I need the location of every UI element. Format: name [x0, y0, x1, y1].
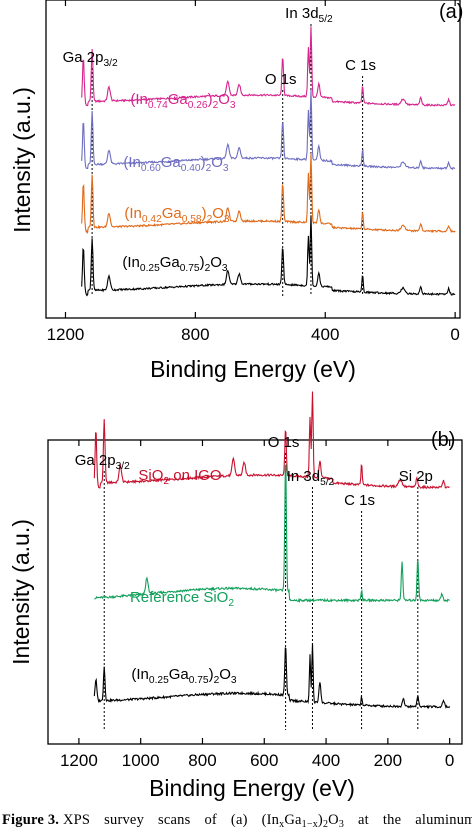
caption-word: 2 — [322, 819, 329, 830]
caption-word: aluminum — [415, 812, 472, 828]
peak-label: O 1s — [265, 71, 297, 88]
series-label: (In0.42Ga0.58)2O3 — [124, 205, 230, 225]
panel-a-plot-frame — [45, 0, 461, 319]
panel-b-x-axis-title: Binding Energy (eV) — [149, 775, 355, 801]
caption-word: XPS — [62, 812, 91, 828]
peak-label: C 1s — [344, 492, 375, 509]
series-line — [81, 89, 456, 171]
series-line — [81, 26, 456, 108]
x-tick-label: 1200 — [60, 751, 98, 770]
figure-caption: Figure 3. XPS survey scans of (a) (InxGa1−x)2… — [2, 812, 472, 833]
series-line — [81, 153, 456, 235]
caption-word: survey — [104, 812, 145, 828]
x-tick-label: 0 — [445, 751, 454, 770]
x-tick-label: 400 — [312, 751, 340, 770]
panel-b: 1200 1000 800 600 400 200 0 Ga 2p3/2 O 1s In 3d5… — [8, 391, 463, 801]
x-tick-label: 200 — [374, 751, 402, 770]
series-label: (In0.74Ga0.26)2O3 — [130, 91, 236, 111]
caption-word: (In — [261, 812, 280, 828]
panel-a-label: (a) — [439, 1, 463, 23]
peak-label: O 1s — [268, 434, 300, 451]
caption-word: 1−x — [301, 819, 318, 830]
series-label: SiO2 on IGO — [138, 467, 221, 487]
x-tick-label: 0 — [450, 325, 459, 344]
x-tick-label: 600 — [250, 751, 278, 770]
series-label: (In0.25Ga0.75)2O3 — [131, 666, 237, 686]
caption-word: 3 — [338, 819, 345, 830]
peak-label: C 1s — [345, 57, 376, 74]
caption-word: ) — [317, 812, 323, 828]
x-tick-label: 1200 — [47, 325, 85, 344]
x-tick-label: 800 — [188, 751, 216, 770]
x-tick-label: 400 — [311, 325, 339, 344]
panel-a-x-axis-title: Binding Energy (eV) — [150, 356, 356, 382]
series-label: Reference SiO2 — [130, 589, 234, 609]
peak-label: Ga 2p3/2 — [75, 452, 130, 472]
caption-word: at — [358, 812, 369, 828]
series-label: (In0.25Ga0.75)2O3 — [122, 254, 228, 274]
peak-label: In 3d5/2 — [285, 5, 333, 25]
panel-b-plot-frame — [47, 439, 463, 745]
series-line — [93, 643, 451, 710]
caption-word: x — [279, 819, 285, 830]
x-tick-label: 1000 — [122, 751, 160, 770]
series-line — [81, 215, 456, 297]
xps-figure: 1200 800 400 0 Ga 2p3/2 In 3d5/2 O 1s C 1s (In0… — [8, 0, 463, 801]
peak-label: In 3d5/2 — [287, 468, 335, 488]
series-line — [94, 463, 450, 604]
series-label: (In0.60Ga0.40)2O3 — [123, 154, 229, 174]
peak-label: Si 2p — [399, 468, 433, 485]
panel-a-y-axis-title: Intensity (a.u.) — [9, 87, 35, 233]
caption-word: O — [328, 812, 339, 828]
x-tick-label: 800 — [181, 325, 209, 344]
series-line — [93, 391, 450, 490]
caption-word: scans — [158, 812, 191, 828]
caption-text: XPS survey scans of (a) (InxGa1−x)2O3 at the alu… — [62, 812, 472, 830]
caption-word: the — [382, 812, 402, 828]
caption-figure-number: Figure 3. — [2, 812, 60, 828]
panel-b-label: (b) — [431, 429, 455, 451]
panel-a: 1200 800 400 0 Ga 2p3/2 In 3d5/2 O 1s C 1s (In0… — [9, 0, 463, 382]
peak-label: Ga 2p3/2 — [63, 49, 118, 69]
caption-word: Ga — [284, 812, 302, 828]
caption-word: of — [204, 812, 217, 828]
panel-b-y-axis-title: Intensity (a.u.) — [8, 519, 34, 665]
caption-word: (a) — [230, 812, 248, 828]
